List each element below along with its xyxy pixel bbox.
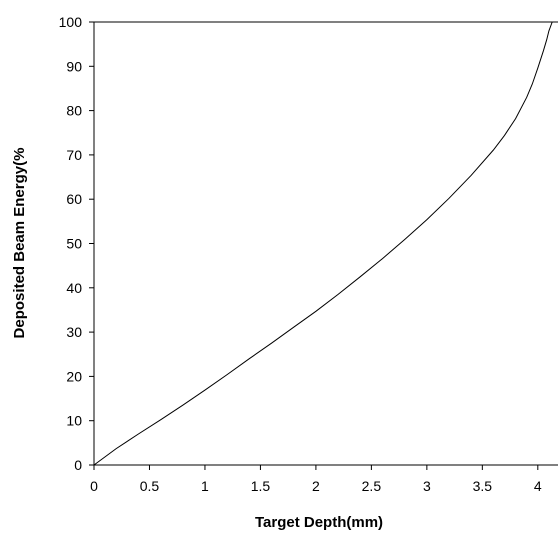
y-tick-label: 10	[66, 413, 82, 429]
x-axis-title: Target Depth(mm)	[255, 514, 383, 531]
x-tick-label: 0	[90, 478, 98, 494]
y-tick-label: 50	[66, 236, 82, 252]
x-tick-label: 3.5	[473, 478, 493, 494]
x-tick-label: 0.5	[140, 478, 160, 494]
y-tick-label: 60	[66, 191, 82, 207]
x-tick-label: 3	[423, 478, 431, 494]
y-tick-label: 30	[66, 324, 82, 340]
y-tick-label: 90	[66, 58, 82, 74]
x-axis-ticks: 0 0.5 1 1.5 2 2.5 3 3.5 4	[90, 465, 542, 494]
series-line	[93, 21, 553, 466]
y-axis-title: Deposited Beam Energy(%	[11, 148, 28, 339]
y-tick-label: 0	[74, 457, 82, 473]
y-tick-label: 20	[66, 368, 82, 384]
y-tick-label: 40	[66, 280, 82, 296]
x-tick-label: 1.5	[251, 478, 271, 494]
x-tick-label: 2.5	[362, 478, 382, 494]
y-tick-label: 100	[59, 14, 83, 30]
y-axis-ticks: 0 10 20 30 40 50 60 70 80 90 100	[59, 14, 94, 473]
y-tick-label: 70	[66, 147, 82, 163]
y-tick-label: 80	[66, 103, 82, 119]
x-tick-label: 4	[534, 478, 542, 494]
x-tick-label: 1	[201, 478, 209, 494]
x-tick-label: 2	[312, 478, 320, 494]
